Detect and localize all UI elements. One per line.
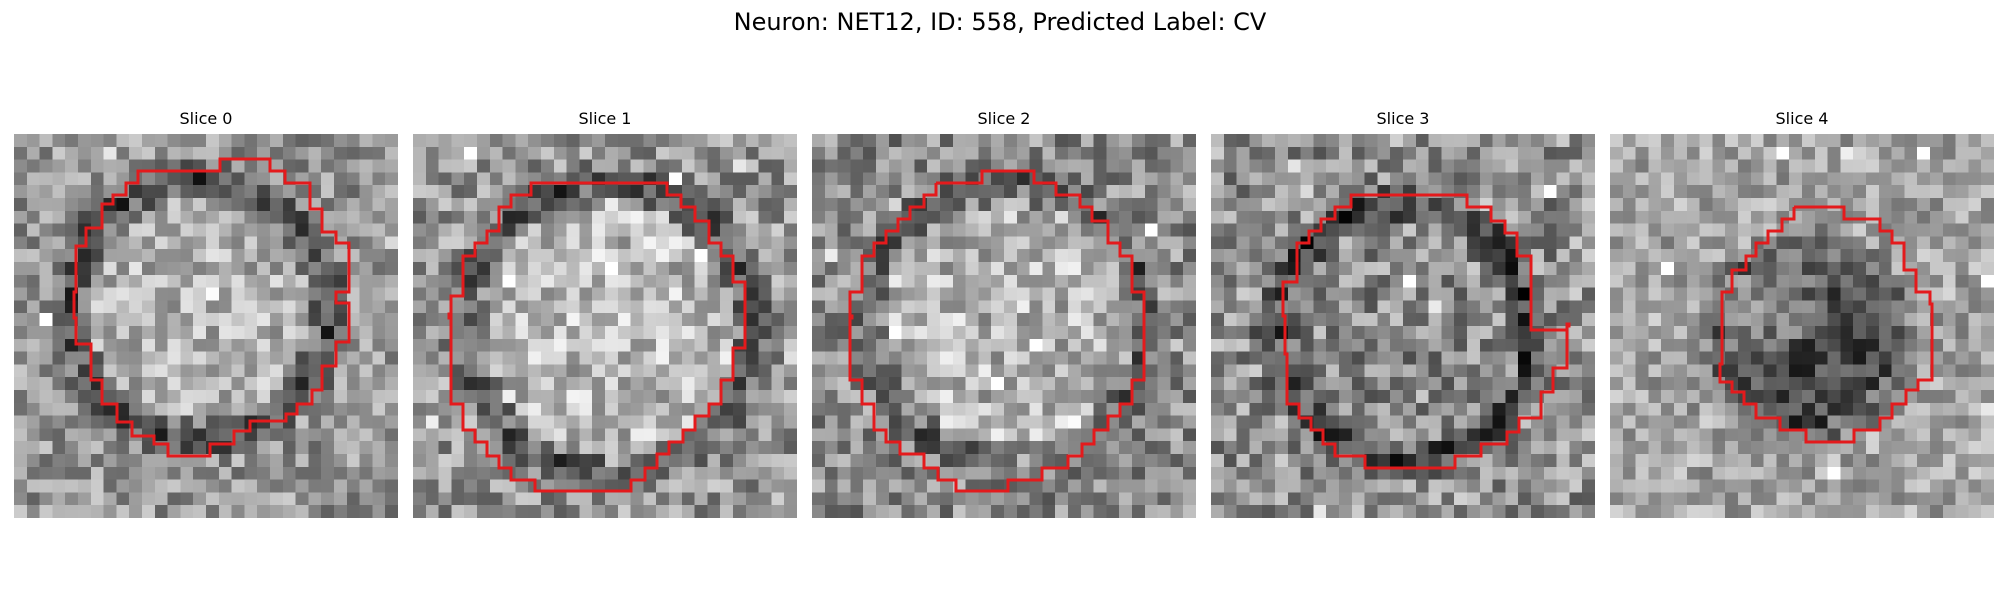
contour-overlay-slice-3 [1281,193,1571,470]
grayscale-image-slice-0 [14,134,398,518]
roi-contour-slice-2 [848,169,1146,493]
slice-panel-4 [1610,134,1994,518]
panel-title-slice-2: Slice 2 [977,109,1031,128]
slice-panel-2 [812,134,1196,518]
contour-overlay-slice-4 [1718,205,1934,444]
grayscale-image-slice-4 [1610,134,1994,518]
panel-title-slice-0: Slice 0 [179,109,233,128]
roi-contour-slice-4 [1718,205,1934,444]
grayscale-image-slice-2 [812,134,1196,518]
panel-title-slice-1: Slice 1 [578,109,632,128]
contour-overlay-slice-2 [848,169,1146,493]
panel-title-slice-3: Slice 3 [1376,109,1430,128]
figure-title: Neuron: NET12, ID: 558, Predicted Label:… [733,8,1267,36]
roi-contour-slice-0 [72,157,351,458]
roi-contour-slice-3 [1281,193,1571,470]
slice-panel-1 [413,134,797,518]
roi-contour-slice-1 [447,181,747,493]
slice-panel-3 [1211,134,1595,518]
contour-overlay-slice-0 [72,157,351,458]
slice-panel-0 [14,134,398,518]
contour-overlay-slice-1 [447,181,747,493]
panel-title-slice-4: Slice 4 [1775,109,1829,128]
grayscale-image-slice-1 [413,134,797,518]
